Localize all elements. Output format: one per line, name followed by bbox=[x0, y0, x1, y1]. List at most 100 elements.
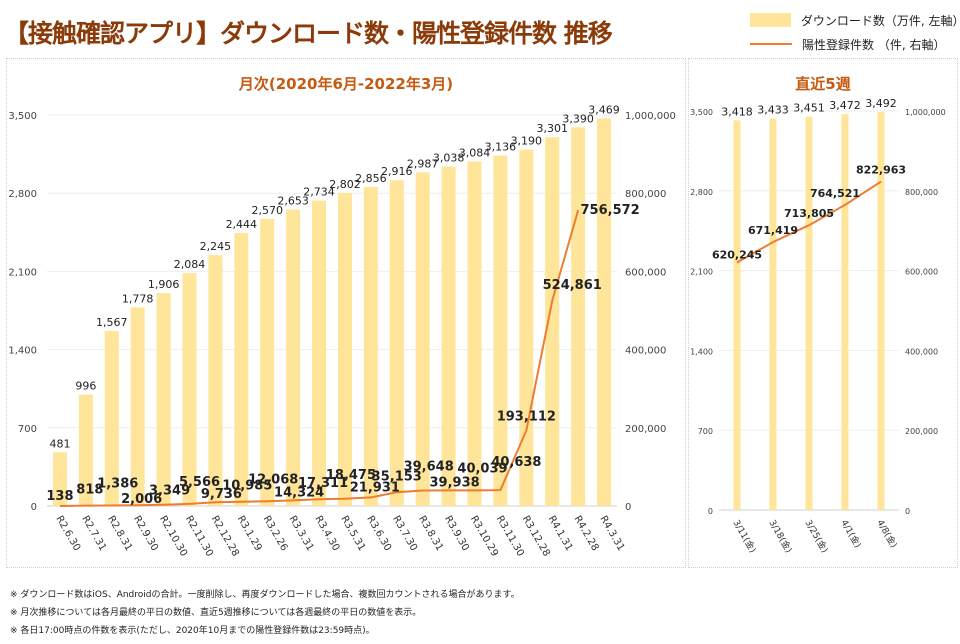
y-left-tick-label: 3,500 bbox=[8, 111, 37, 122]
line-data-label: 764,521 bbox=[810, 187, 860, 200]
x-tick-label: R3.8.31 bbox=[416, 514, 445, 553]
bar bbox=[805, 116, 813, 510]
bar bbox=[597, 118, 612, 507]
weekly-chart-panel: 直近5週 0 700 1,400 2,100 2,800 3,500 0 200,000 400… bbox=[688, 58, 958, 568]
footnote: ※ ダウンロード数はiOS、Androidの合計。一度削除し、再度ダウンロードし… bbox=[10, 590, 520, 600]
x-tick-label: R3.9.30 bbox=[442, 514, 471, 553]
line-data-label: 2,006 bbox=[121, 492, 162, 507]
line-data-label: 620,245 bbox=[712, 249, 762, 262]
bar-data-label: 2,444 bbox=[226, 218, 258, 231]
line-data-label: 524,861 bbox=[543, 278, 602, 293]
y-right-tick-label: 400,000 bbox=[905, 347, 938, 356]
line-data-label: 40,039 bbox=[457, 461, 507, 476]
bar bbox=[234, 232, 249, 507]
y-right-tick-label: 800,000 bbox=[625, 189, 666, 200]
bar-data-label: 3,418 bbox=[721, 105, 753, 118]
line-data-label: 756,572 bbox=[581, 203, 640, 218]
bar bbox=[389, 180, 404, 506]
y-right-tick-label: 200,000 bbox=[625, 424, 666, 435]
line-data-label: 193,112 bbox=[497, 409, 556, 424]
x-tick-label: R3.1.29 bbox=[235, 514, 264, 553]
line-data-label: 713,805 bbox=[784, 207, 834, 220]
weekly-chart: 0 700 1,400 2,100 2,800 3,500 0 200,000 400,000 6… bbox=[690, 97, 946, 555]
bar bbox=[841, 114, 849, 510]
bar-data-label: 3,136 bbox=[485, 141, 517, 154]
bar bbox=[182, 273, 197, 506]
page-title: 【接触確認アプリ】ダウンロード数・陽性登録件数 推移 bbox=[4, 19, 613, 48]
y-left-tick-label: 2,800 bbox=[690, 188, 713, 197]
x-tick-label: R3.5.31 bbox=[338, 514, 367, 553]
legend-label-downloads: ダウンロード数（万件, 左軸） bbox=[800, 13, 960, 28]
bar-data-label: 2,570 bbox=[251, 204, 283, 217]
bar-data-label: 1,567 bbox=[96, 316, 128, 329]
bar bbox=[78, 394, 93, 506]
x-tick-label: R3.2.26 bbox=[261, 514, 290, 553]
line-data-label: 3,349 bbox=[149, 484, 190, 499]
bar bbox=[208, 255, 223, 506]
line-data-label: 21,931 bbox=[350, 480, 400, 495]
y-left-tick-label: 700 bbox=[18, 424, 37, 435]
x-tick-label: 3/11(金) bbox=[730, 518, 759, 555]
y-left-tick-label: 0 bbox=[31, 502, 37, 513]
line-data-label: 18,475 bbox=[326, 468, 376, 483]
x-tick-label: R2.8.31 bbox=[105, 514, 134, 553]
bar bbox=[571, 127, 586, 506]
x-tick-label: R3.3.31 bbox=[287, 514, 316, 553]
footnote: ※ 月次推移については各月最終の平日の数値、直近5週推移については各週最終の平日… bbox=[10, 608, 422, 618]
bar-data-label: 481 bbox=[49, 437, 70, 450]
monthly-chart-title: 月次(2020年6月-2022年3月) bbox=[238, 75, 454, 93]
bar-data-label: 3,492 bbox=[865, 97, 897, 110]
bar bbox=[877, 111, 885, 511]
y-left-tick-label: 3,500 bbox=[690, 108, 713, 117]
y-right-tick-label: 1,000,000 bbox=[905, 108, 946, 117]
line-data-label: 10,985 bbox=[222, 479, 272, 494]
bar-data-label: 1,906 bbox=[148, 278, 180, 291]
bar-data-label: 3,433 bbox=[757, 104, 789, 117]
bar-data-label: 2,245 bbox=[200, 240, 232, 253]
chart-legend: ダウンロード数（万件, 左軸） 陽性登録件数 （件, 右軸） bbox=[750, 8, 960, 56]
bar-data-label: 3,038 bbox=[433, 152, 465, 165]
bar bbox=[130, 307, 145, 506]
x-tick-label: R4.1.31 bbox=[546, 514, 575, 553]
line-data-label: 40,638 bbox=[491, 455, 541, 470]
y-left-tick-label: 2,800 bbox=[8, 189, 37, 200]
line-data-label: 1,386 bbox=[97, 476, 138, 491]
bar bbox=[312, 200, 327, 507]
bar-data-label: 2,084 bbox=[174, 258, 206, 271]
legend-label-positives: 陽性登録件数 （件, 右軸） bbox=[802, 37, 946, 52]
y-right-tick-label: 200,000 bbox=[905, 427, 938, 436]
bar-data-label: 2,987 bbox=[407, 157, 439, 170]
legend-bar-swatch bbox=[750, 13, 791, 27]
y-left-tick-label: 1,400 bbox=[8, 346, 37, 357]
y-left-tick-label: 2,100 bbox=[690, 268, 713, 277]
legend-item-downloads: ダウンロード数（万件, 左軸） bbox=[750, 8, 960, 32]
legend-item-positives: 陽性登録件数 （件, 右軸） bbox=[750, 32, 960, 56]
x-tick-label: R4.3.31 bbox=[597, 514, 626, 553]
bar-data-label: 3,301 bbox=[536, 122, 568, 135]
bar bbox=[441, 166, 456, 506]
bar-data-label: 3,469 bbox=[588, 103, 620, 116]
line-data-label: 14,324 bbox=[274, 485, 324, 500]
x-tick-label: R2.9.30 bbox=[131, 514, 160, 553]
y-left-tick-label: 1,400 bbox=[690, 347, 713, 356]
bar bbox=[545, 137, 560, 506]
bar-data-label: 2,734 bbox=[303, 186, 335, 199]
bar bbox=[467, 161, 482, 506]
positive-line bbox=[736, 180, 882, 264]
y-left-tick-label: 2,100 bbox=[8, 267, 37, 278]
x-tick-label: 4/8(金) bbox=[874, 518, 900, 550]
footnote: ※ 各日17:00時点の件数を表示(ただし、2020年10月までの陽性登録件数は… bbox=[10, 626, 375, 636]
footnotes: ※ ダウンロード数はiOS、Androidの合計。一度削除し、再度ダウンロードし… bbox=[10, 586, 520, 640]
y-right-tick-label: 600,000 bbox=[625, 267, 666, 278]
monthly-chart-panel: 月次(2020年6月-2022年3月) 0 700 1,400 2,100 2,800 3… bbox=[6, 58, 686, 568]
legend-line-swatch bbox=[750, 43, 792, 45]
bar bbox=[52, 452, 67, 506]
line-data-label: 138 bbox=[46, 489, 73, 504]
bar bbox=[519, 149, 534, 506]
bar-data-label: 3,190 bbox=[511, 135, 543, 148]
positive-line bbox=[59, 209, 580, 507]
x-tick-label: R3.6.30 bbox=[364, 514, 393, 553]
bar-data-label: 996 bbox=[75, 380, 96, 393]
y-right-tick-label: 1,000,000 bbox=[625, 111, 676, 122]
bar bbox=[286, 209, 301, 506]
